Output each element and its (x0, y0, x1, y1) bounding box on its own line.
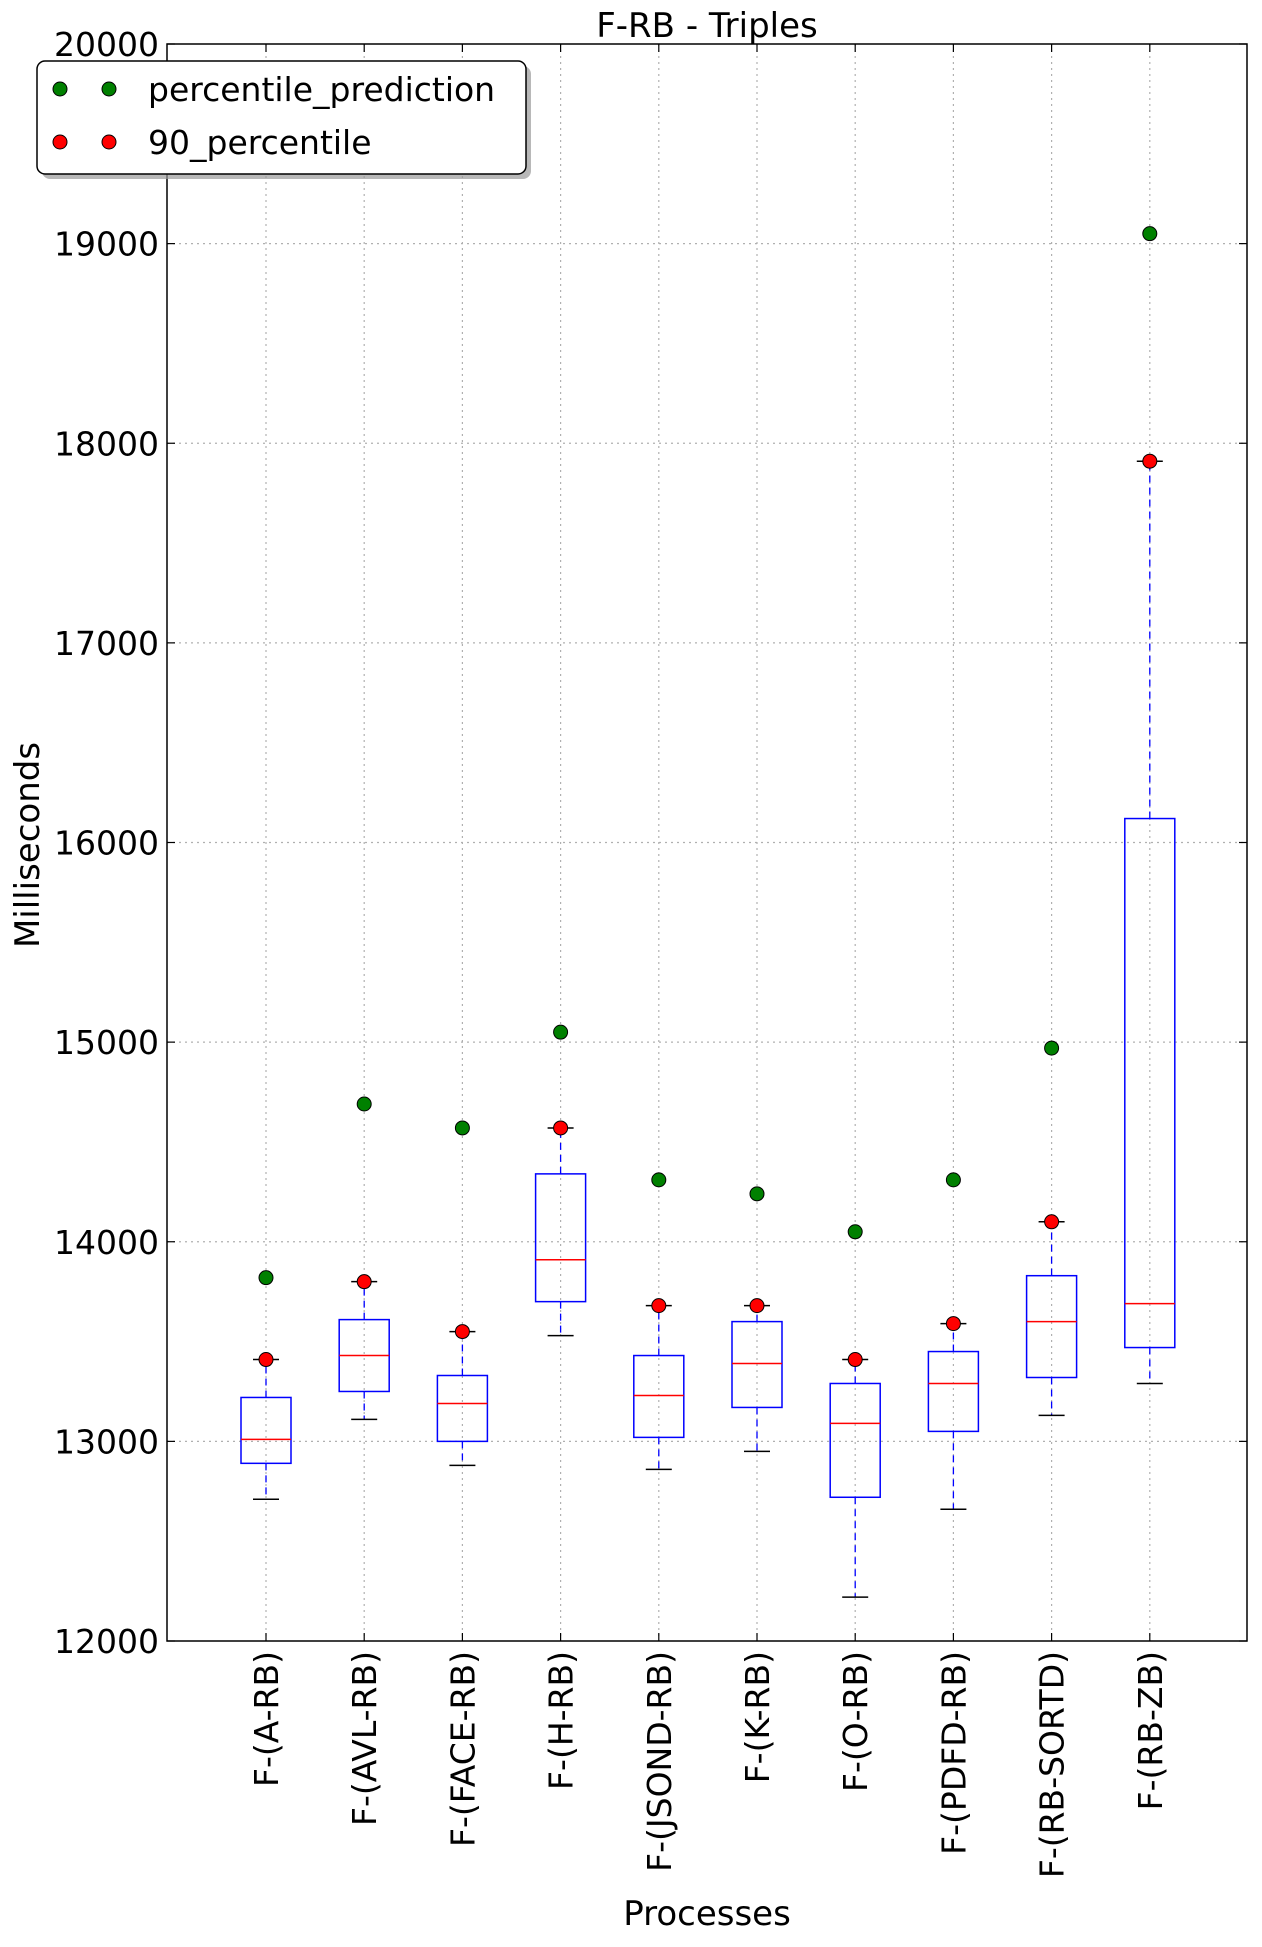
legend-marker (101, 81, 117, 97)
box-rect (534, 1173, 587, 1303)
x-tick-label: F-(RB-ZB) (1131, 1651, 1170, 1810)
chart-title: F-RB - Triples (596, 6, 818, 46)
data-point (258, 1270, 274, 1286)
box-layer (240, 460, 1176, 1598)
box-2 (338, 1280, 390, 1421)
box-5 (633, 1304, 685, 1471)
box-rect (1124, 817, 1176, 1349)
data-point (1044, 1040, 1060, 1056)
x-tick-label: F-(RB-SORTD) (1033, 1651, 1072, 1878)
data-point (1044, 1214, 1060, 1230)
data-point (945, 1316, 961, 1332)
data-point (356, 1096, 372, 1112)
y-tick-label: 19000 (54, 225, 159, 264)
y-tick-label: 17000 (54, 624, 159, 663)
data-point (749, 1298, 765, 1314)
x-tick-label: F-(AVL-RB) (345, 1651, 384, 1826)
data-point (847, 1352, 863, 1368)
legend-item: percentile_prediction (52, 70, 495, 109)
data-point (1142, 226, 1158, 242)
data-point (651, 1298, 667, 1314)
data-point (356, 1274, 372, 1290)
y-axis-label: Milliseconds (8, 742, 48, 948)
data-point (651, 1172, 667, 1188)
box-rect (1025, 1274, 1078, 1379)
box-rect (240, 1396, 292, 1465)
point-layer (258, 226, 1158, 1368)
box-rect (731, 1320, 783, 1409)
legend-box (36, 60, 527, 175)
data-point (258, 1352, 274, 1368)
series-percentile-prediction (258, 226, 1158, 1286)
legend-item: 90_percentile (52, 123, 372, 162)
data-point (1142, 453, 1158, 469)
box-8 (927, 1322, 980, 1510)
y-tick-label: 20000 (54, 25, 159, 64)
x-tick-label: F-(K-RB) (738, 1651, 777, 1783)
data-point (454, 1120, 470, 1136)
x-tick-label: F-(H-RB) (542, 1651, 581, 1790)
box-rect (829, 1382, 881, 1499)
data-point (454, 1324, 470, 1340)
box-7 (829, 1358, 881, 1598)
y-axis-ticks: 12000 13000 14000 15000 16000 17000 18000 19000… (54, 25, 1247, 1661)
legend-marker (52, 134, 68, 150)
x-tick-label: F-(JSOND-RB) (640, 1651, 679, 1872)
legend-label: 90_percentile (148, 123, 372, 162)
y-tick-label: 16000 (54, 824, 159, 863)
data-point (749, 1186, 765, 1202)
y-tick-label: 12000 (54, 1622, 159, 1661)
data-point (553, 1024, 569, 1040)
box-6 (731, 1304, 783, 1453)
x-tick-label: F-(FACE-RB) (443, 1651, 482, 1847)
data-point (945, 1172, 961, 1188)
box-9 (1025, 1221, 1078, 1417)
y-tick-label: 13000 (54, 1422, 159, 1461)
legend-marker (52, 81, 68, 97)
box-rect (436, 1374, 489, 1443)
data-point (847, 1224, 863, 1240)
box-rect (633, 1354, 685, 1439)
y-tick-label: 14000 (54, 1223, 159, 1262)
x-tick-label: F-(A-RB) (247, 1651, 286, 1787)
legend-marker (101, 134, 117, 150)
series-90-percentile (258, 453, 1158, 1368)
box-1 (240, 1358, 292, 1501)
x-axis-ticks: F-(A-RB) F-(AVL-RB) F-(FACE-RB) F-(H-RB) F-(… (247, 44, 1170, 1878)
legend: percentile_prediction 90_percentile (36, 60, 531, 179)
box-4 (534, 1127, 587, 1337)
legend-label: percentile_prediction (148, 70, 495, 109)
x-axis-label: Processes (623, 1894, 791, 1934)
box-rect (927, 1350, 980, 1433)
x-tick-label: F-(O-RB) (836, 1651, 875, 1792)
data-point (553, 1120, 569, 1136)
box-3 (436, 1330, 489, 1467)
y-tick-label: 15000 (54, 1023, 159, 1062)
grid-lines (167, 44, 1247, 1641)
x-tick-label: F-(PDFD-RB) (934, 1651, 973, 1855)
y-tick-label: 18000 (54, 424, 159, 463)
